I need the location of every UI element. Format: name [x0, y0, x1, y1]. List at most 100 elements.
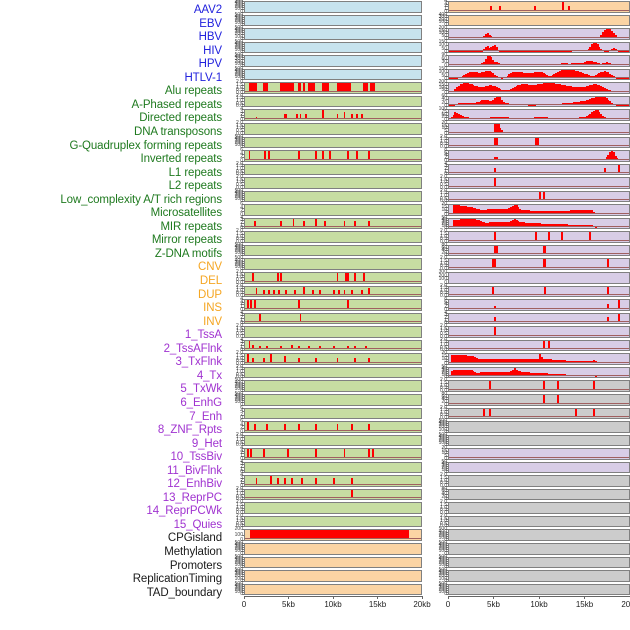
data-bin: [458, 114, 460, 119]
left-baseline: [245, 497, 421, 499]
data-bin: [591, 75, 594, 79]
left-panel-15: [244, 204, 422, 216]
data-bin: [533, 358, 536, 363]
right-y-tickmark: [446, 150, 448, 152]
left-y-tickmark: [242, 592, 244, 594]
data-bin: [470, 355, 473, 363]
left-panel-4: [244, 55, 422, 67]
left-y-tickmark: [242, 456, 244, 458]
data-block: [250, 530, 409, 540]
right-track-25: 2.0 1.5 1.0 0.5 0.0: [426, 337, 630, 353]
right-y-tick: 0: [444, 212, 447, 218]
right-y-tickmark: [446, 463, 448, 465]
right-panel-23: [448, 312, 630, 325]
left-y-tick: 1.5: [236, 122, 243, 129]
left-y-axis-38: 2.0 1.5 1.0 0.5 0.0: [222, 513, 244, 529]
left-y-tick: 200: [234, 72, 243, 79]
right-y-tick: 400: [438, 555, 447, 562]
left-y-tickmark: [242, 285, 244, 287]
data-block: [262, 83, 268, 92]
data-spike: [368, 151, 371, 160]
left-panel-1: [244, 14, 422, 27]
right-y-tickmark: [446, 578, 448, 580]
left-y-tickmark: [242, 233, 244, 235]
left-y-tick: 1.5: [236, 285, 243, 292]
data-bin: [585, 100, 588, 106]
right-y-tickmark: [446, 358, 448, 360]
track-label-l2-repeats: L2 repeats: [168, 180, 222, 193]
right-y-tick: 4: [444, 302, 447, 307]
data-bin: [506, 371, 509, 377]
right-y-tick: 0: [444, 361, 447, 367]
right-y-tickmark: [446, 152, 448, 154]
data-bin: [593, 110, 595, 119]
right-y-tickmark: [446, 353, 448, 355]
data-bin: [558, 84, 561, 92]
left-y-tickmark: [242, 266, 244, 268]
left-y-tick: 0: [240, 551, 243, 557]
right-panel-27: [448, 366, 630, 379]
data-bin: [611, 102, 613, 106]
data-bin: [476, 358, 478, 363]
left-track-6: 2.0 1.5 1.0 0.5 0.0: [222, 80, 422, 95]
data-bin: [513, 205, 516, 214]
data-bin: [573, 70, 576, 79]
data-bin: [609, 101, 612, 106]
left-y-tick: 200: [234, 31, 243, 38]
data-bin: [562, 103, 565, 106]
right-y-tick: 0: [444, 497, 447, 502]
left-y-tickmark: [242, 168, 244, 170]
data-spike: [488, 408, 491, 418]
data-bin: [596, 110, 599, 119]
right-plot-area: [449, 259, 629, 269]
left-y-tickmark: [242, 138, 244, 140]
right-y-axis-0: 43210: [426, 0, 448, 14]
left-y-tickmark: [242, 16, 244, 18]
right-panel-41: [448, 556, 630, 569]
data-bin: [528, 84, 531, 92]
data-bin: [591, 60, 594, 65]
data-bin: [494, 45, 496, 52]
left-y-tickmark: [242, 157, 244, 159]
data-bin: [539, 71, 541, 79]
right-track-14: 2.0 1.5 1.0 0.5 0.0: [426, 188, 630, 204]
left-y-tick: 1: [240, 115, 243, 120]
data-bin: [476, 72, 478, 79]
data-bin: [492, 73, 495, 79]
data-spike: [593, 381, 595, 390]
right-y-tickmark: [446, 141, 448, 143]
right-y-tickmark: [446, 583, 448, 585]
right-baseline: [449, 388, 629, 390]
data-bin: [535, 223, 538, 228]
left-y-tickmark: [242, 11, 244, 13]
data-bin: [558, 210, 561, 214]
right-y-tickmark: [446, 383, 448, 385]
left-y-tick: 200: [234, 397, 243, 404]
right-baseline: [449, 90, 629, 92]
left-y-tickmark: [242, 79, 244, 81]
left-track-20: 2.0 1.5 1.0 0.5 0.0: [222, 270, 422, 285]
right-y-tick: 0.5: [440, 412, 447, 419]
right-y-tickmark: [446, 25, 448, 27]
data-bin: [611, 151, 613, 160]
data-bin: [459, 219, 462, 228]
left-y-tick: 0.0: [236, 442, 243, 449]
left-y-tickmark: [242, 323, 244, 325]
data-bin: [474, 371, 477, 377]
left-y-tick: 2.0: [236, 119, 243, 126]
right-y-tickmark: [446, 255, 448, 257]
right-y-tick: 400: [438, 542, 447, 549]
left-y-tick: 0: [240, 348, 243, 353]
left-y-tick: 500: [234, 52, 243, 59]
right-y-tick: 100: [438, 548, 447, 555]
data-bin: [605, 88, 608, 92]
track-label-9-het: 9_Het: [191, 437, 222, 450]
right-y-tick: 100: [438, 19, 447, 26]
left-plot-area: [245, 178, 421, 188]
right-y-tick: 50: [441, 111, 447, 118]
left-panel-35: [244, 475, 422, 487]
data-bin: [486, 56, 489, 65]
left-y-tick: 400: [234, 257, 243, 264]
